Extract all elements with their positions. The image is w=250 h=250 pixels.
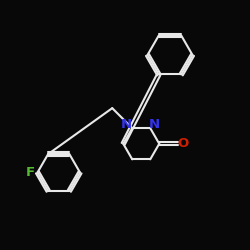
Text: O: O [178,137,189,150]
Text: F: F [26,166,35,179]
Text: N: N [121,118,132,131]
Text: N: N [149,118,160,131]
